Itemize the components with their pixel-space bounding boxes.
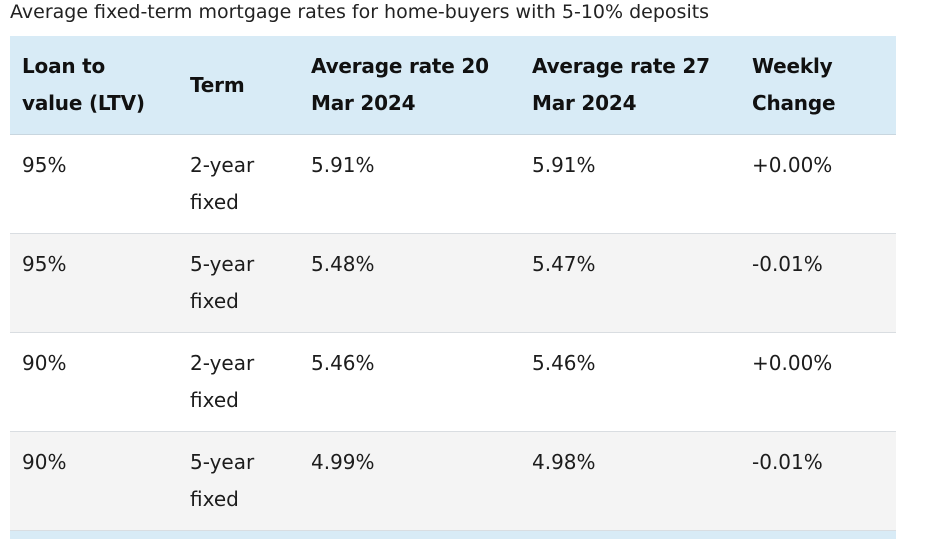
weekly-change-cell: -0.01%: [752, 450, 823, 474]
table-row: 95% 2-year fixed 5.91% 5.91% +0.00%: [10, 135, 896, 234]
rate-27-mar-cell: 4.98%: [532, 450, 596, 474]
ltv-cell: 95%: [22, 153, 67, 177]
term-cell: 2-year fixed: [190, 153, 255, 214]
weekly-change-cell: +0.00%: [752, 351, 833, 375]
table-row: 95% 5-year fixed 5.48% 5.47% -0.01%: [10, 234, 896, 333]
column-header-ltv: Loan to value (LTV): [22, 54, 145, 115]
rate-20-mar-cell: 5.91%: [311, 153, 375, 177]
rate-20-mar-cell: 5.48%: [311, 252, 375, 276]
ltv-cell: 90%: [22, 351, 67, 375]
column-header-rate-27-mar: Average rate 27 Mar 2024: [532, 54, 710, 115]
ltv-cell: 95%: [22, 252, 67, 276]
ltv-cell: 90%: [22, 450, 67, 474]
weekly-change-cell: +0.00%: [752, 153, 833, 177]
table-row: 90% 5-year fixed 4.99% 4.98% -0.01%: [10, 432, 896, 531]
column-header-rate-20-mar: Average rate 20 Mar 2024: [311, 54, 489, 115]
table-header-row: Loan to value (LTV) Term Average rate 20…: [10, 36, 896, 135]
mortgage-rates-table: Loan to value (LTV) Term Average rate 20…: [10, 36, 896, 539]
rate-27-mar-cell: 5.47%: [532, 252, 596, 276]
table-row: 90% 2-year fixed 5.46% 5.46% +0.00%: [10, 333, 896, 432]
rate-27-mar-cell: 5.91%: [532, 153, 596, 177]
column-header-term: Term: [190, 73, 245, 97]
term-cell: 2-year fixed: [190, 351, 255, 412]
table-caption: Average fixed-term mortgage rates for ho…: [10, 1, 710, 23]
rate-20-mar-cell: 5.46%: [311, 351, 375, 375]
column-header-weekly-change: Weekly Change: [752, 54, 836, 115]
term-cell: 5-year fixed: [190, 252, 255, 313]
weekly-change-cell: -0.01%: [752, 252, 823, 276]
table-footer-row: [10, 531, 896, 539]
term-cell: 5-year fixed: [190, 450, 255, 511]
rate-27-mar-cell: 5.46%: [532, 351, 596, 375]
rate-20-mar-cell: 4.99%: [311, 450, 375, 474]
